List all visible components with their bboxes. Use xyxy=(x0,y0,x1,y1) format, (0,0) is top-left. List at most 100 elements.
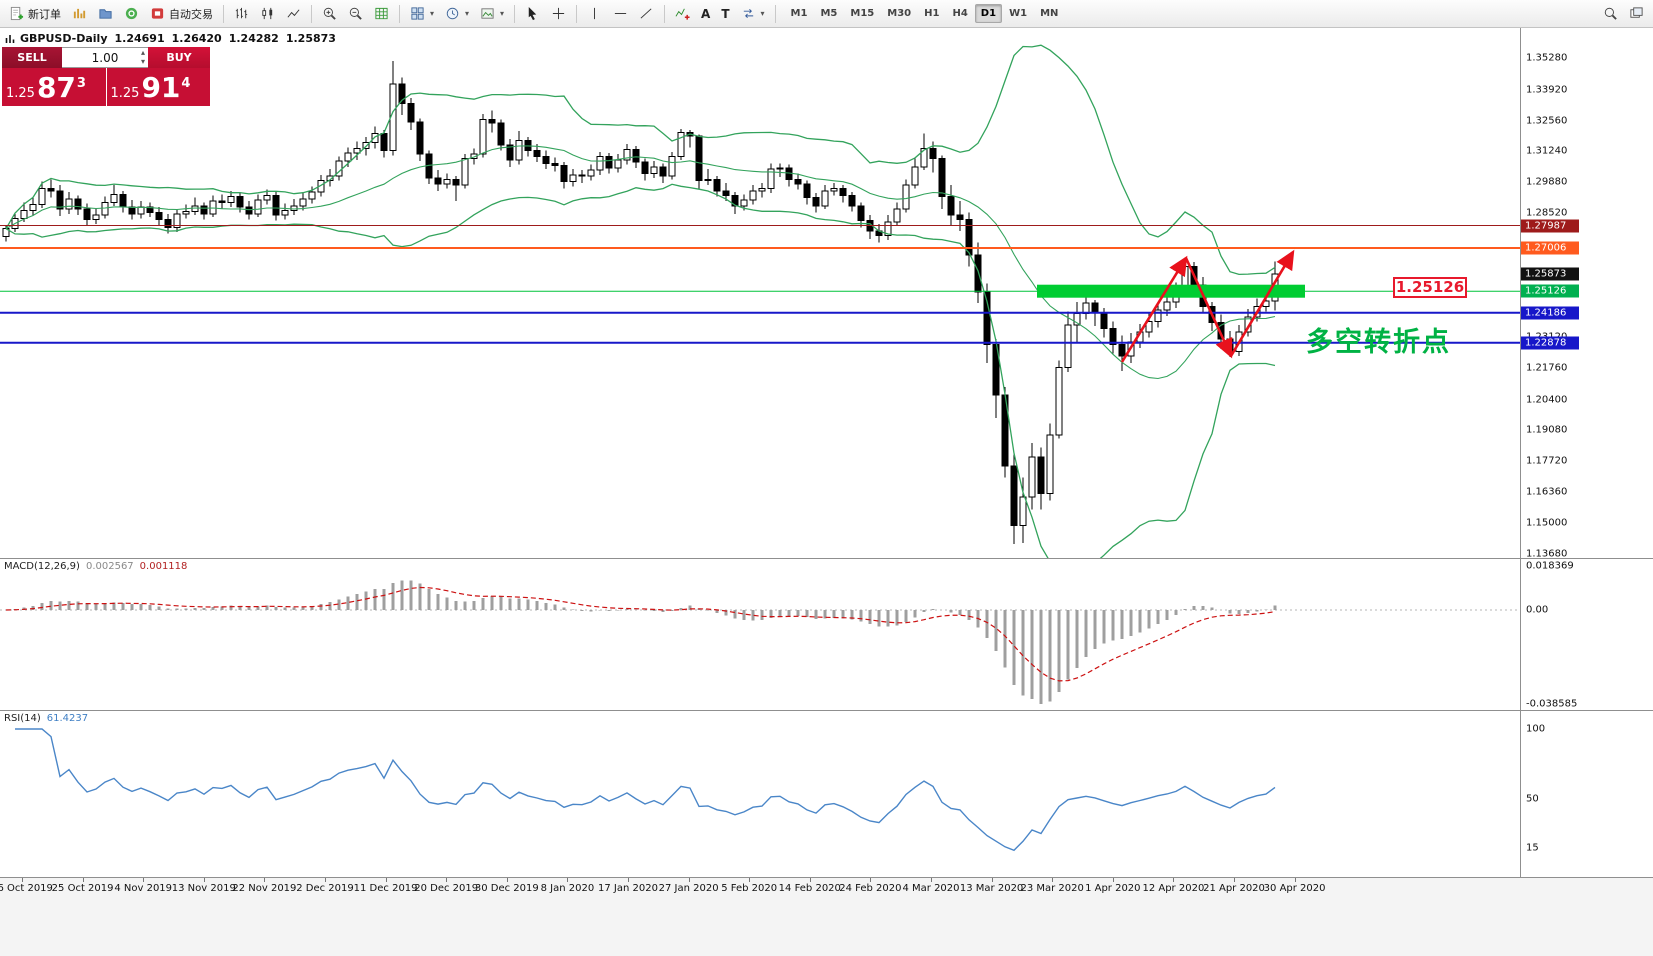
indicators-button[interactable] xyxy=(670,3,695,25)
date-tick xyxy=(567,878,569,882)
date-tick xyxy=(1052,878,1054,882)
timeframe-w1[interactable]: W1 xyxy=(1009,8,1028,19)
sell-button[interactable]: SELL xyxy=(2,47,62,68)
date-label: 11 Dec 2019 xyxy=(353,883,418,894)
price-level-badge: 1.22878 xyxy=(1521,336,1579,350)
clock-icon xyxy=(446,7,459,20)
horizontal-line-button[interactable] xyxy=(608,3,633,25)
timeframe-group: M1 M5 M15 M30 H1 H4 D1 W1 MN xyxy=(785,4,1065,23)
price-tick-label: 1.15000 xyxy=(1526,517,1568,529)
trendline-button[interactable] xyxy=(634,3,659,25)
community-button[interactable] xyxy=(119,3,144,25)
profiles-button[interactable] xyxy=(93,3,118,25)
bar-chart-button[interactable] xyxy=(229,3,254,25)
ohlc-low: 1.24282 xyxy=(228,32,279,45)
buy-price-big: 91 xyxy=(141,71,181,105)
price-tick-label: 1.35280 xyxy=(1526,52,1568,64)
text-tool-button[interactable]: A xyxy=(696,3,715,25)
price-tick-label: 1.29880 xyxy=(1526,176,1568,188)
date-label: 27 Jan 2020 xyxy=(658,883,719,894)
sell-price-box[interactable]: 1.25 87 3 xyxy=(2,68,106,106)
timeframe-d1[interactable]: D1 xyxy=(974,4,1003,23)
timeframe-m15[interactable]: M15 xyxy=(850,8,875,19)
period-button[interactable]: ▾ xyxy=(440,3,474,25)
autotrading-label: 自动交易 xyxy=(169,7,213,21)
date-label: 17 Jan 2020 xyxy=(598,883,658,894)
date-tick xyxy=(1112,878,1114,882)
date-tick xyxy=(143,878,145,882)
price-level-badge: 1.27987 xyxy=(1521,219,1579,232)
date-tick xyxy=(1294,878,1296,882)
label-tool-button[interactable]: T xyxy=(716,3,734,25)
window-list-button[interactable] xyxy=(1624,3,1649,25)
cursor-button[interactable] xyxy=(520,3,545,25)
trendline-icon xyxy=(640,8,652,19)
buy-price-box[interactable]: 1.25 91 4 xyxy=(106,68,210,106)
date-label: 1 Apr 2020 xyxy=(1085,883,1141,894)
date-tick xyxy=(1234,878,1235,882)
macd-axis-label: 0.00 xyxy=(1526,604,1549,616)
date-label: 13 Nov 2019 xyxy=(171,883,236,894)
chevron-down-icon: ▾ xyxy=(430,9,435,18)
buy-button[interactable]: BUY xyxy=(148,47,210,68)
autotrading-button[interactable]: 自动交易 xyxy=(145,3,218,25)
timeframe-h1[interactable]: H1 xyxy=(924,8,940,19)
autotrading-icon xyxy=(151,8,164,19)
bar-chart-icon xyxy=(235,7,248,19)
panel-separator[interactable] xyxy=(0,558,1653,559)
search-button[interactable] xyxy=(1598,3,1623,25)
candlestick-chart-button[interactable] xyxy=(255,3,280,25)
line-chart-button[interactable] xyxy=(281,3,306,25)
price-level-badge: 1.27006 xyxy=(1521,241,1579,255)
date-tick xyxy=(991,878,993,882)
zoom-in-button[interactable] xyxy=(317,3,342,25)
price-tick-label: 1.33920 xyxy=(1526,84,1568,95)
macd-name: MACD(12,26,9) xyxy=(4,561,80,572)
sell-price-sup: 3 xyxy=(76,76,86,91)
volume-decrease-icon[interactable]: ▾ xyxy=(140,57,145,66)
new-order-label: 新订单 xyxy=(28,7,61,21)
indicators-icon xyxy=(675,8,690,20)
date-label: 13 Mar 2020 xyxy=(959,883,1024,894)
date-tick xyxy=(1173,878,1175,882)
arrows-tool-button[interactable]: ▾ xyxy=(736,3,770,25)
toolbar-separator xyxy=(223,4,224,23)
timeframe-mn[interactable]: MN xyxy=(1040,8,1059,19)
date-tick xyxy=(385,878,387,882)
chart-title: GBPUSD-Daily 1.24691 1.26420 1.24282 1.2… xyxy=(5,32,338,45)
date-tick xyxy=(749,878,751,882)
crosshair-button[interactable] xyxy=(546,3,571,25)
chevron-down-icon: ▾ xyxy=(465,9,470,18)
price-axis-border xyxy=(1520,28,1521,877)
zoom-in-icon xyxy=(323,7,336,20)
timeframe-m1[interactable]: M1 xyxy=(790,8,808,19)
rsi-axis-label: 50 xyxy=(1526,793,1539,805)
macd-label: MACD(12,26,9) 0.002567 0.001118 xyxy=(4,561,187,572)
text-tool-icon: A xyxy=(701,6,711,21)
chart-symbol-icon xyxy=(5,34,15,43)
grid-button[interactable] xyxy=(369,3,394,25)
templates-button[interactable]: ▾ xyxy=(475,3,509,25)
toolbar-separator xyxy=(399,4,400,23)
price-level-callout[interactable]: 1.25126 xyxy=(1393,277,1467,298)
date-tick xyxy=(931,878,932,882)
bars-gold-icon xyxy=(73,8,86,19)
date-tick xyxy=(628,878,629,882)
vertical-line-button[interactable] xyxy=(582,3,607,25)
timeframe-m30[interactable]: M30 xyxy=(887,8,912,19)
volume-field[interactable]: 1.00 ▴ ▾ xyxy=(62,47,148,68)
pivot-annotation-text[interactable]: 多空转折点 xyxy=(1306,327,1451,358)
timeframe-m5[interactable]: M5 xyxy=(820,8,838,19)
panel-separator[interactable] xyxy=(0,710,1653,711)
panel-separator[interactable] xyxy=(0,877,1653,878)
zoom-out-button[interactable] xyxy=(343,3,368,25)
window-list-icon xyxy=(1630,7,1643,18)
market-watch-button[interactable] xyxy=(67,3,92,25)
buy-price-sup: 4 xyxy=(181,76,191,91)
toolbar-separator xyxy=(311,4,312,23)
tile-windows-button[interactable]: ▾ xyxy=(405,3,439,25)
timeframe-h4[interactable]: H4 xyxy=(952,8,968,19)
new-order-button[interactable]: 新订单 xyxy=(4,3,66,25)
toolbar-separator xyxy=(664,4,666,23)
